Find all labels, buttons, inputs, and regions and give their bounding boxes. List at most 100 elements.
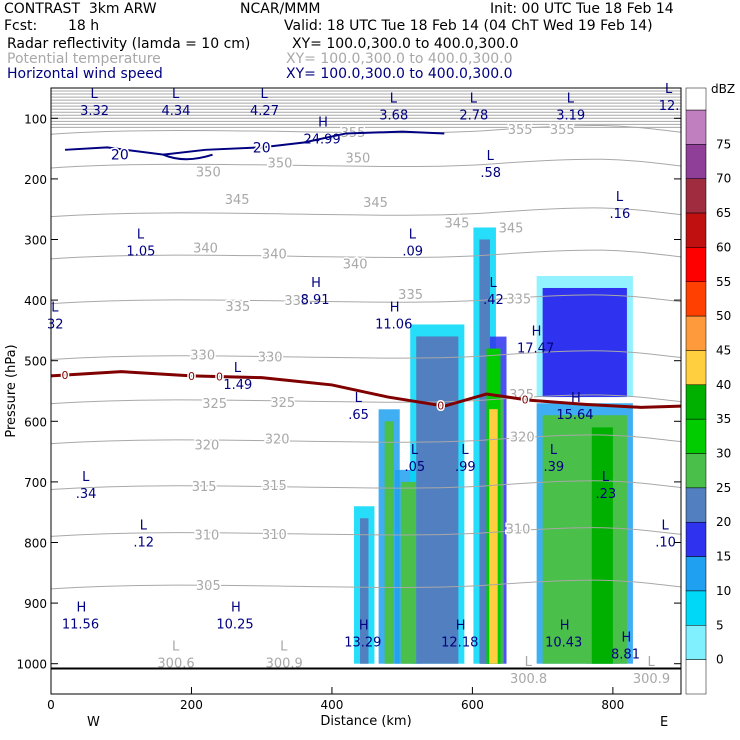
wind-extremum-symbol: L — [261, 87, 269, 102]
theta-contour-label: 310 — [262, 528, 287, 543]
xy-theta: XY= 100.0,300.0 to 400.0,300.0 — [286, 51, 513, 67]
theta-contour-label: 335 — [225, 300, 250, 315]
theta-contour-label: 345 — [225, 193, 250, 208]
wind-extremum-symbol: H — [571, 391, 581, 406]
theta-contour-label: 310 — [195, 529, 220, 544]
wind-extremum-value: .58 — [480, 166, 501, 181]
reflectivity-column — [400, 481, 417, 664]
theta-extremum-value: 300.9 — [633, 672, 670, 687]
wind-extremum-symbol: L — [140, 519, 148, 534]
x-tick-label: 800 — [601, 698, 624, 712]
y-tick-label: 300 — [24, 234, 47, 248]
plot-border — [50, 87, 682, 695]
wind-extremum-value: 17.47 — [517, 342, 554, 357]
colorbar-label: 55 — [716, 275, 731, 289]
theta-contour-label: 325 — [270, 396, 295, 411]
freezing-level-label: 0 — [62, 369, 69, 382]
colorbar-label: 10 — [716, 584, 731, 598]
colorbar-label: 50 — [716, 309, 731, 323]
colorbar-swatch — [685, 281, 707, 317]
wind-extremum-symbol: H — [560, 618, 570, 633]
colorbar-unit: dBZ — [711, 82, 735, 96]
theta-contour-label: 350 — [268, 157, 293, 172]
wind-extremum-symbol: L — [550, 443, 558, 458]
wind-contour-label: 20 — [253, 140, 271, 156]
colorbar-swatch — [685, 487, 707, 523]
wind-extremum-symbol: L — [91, 87, 99, 102]
reflectivity-layer — [354, 227, 633, 664]
colorbar-label: 45 — [716, 343, 731, 357]
wind-contour-20 — [64, 130, 445, 156]
colorbar-swatch — [685, 144, 707, 179]
theta-contour-label: 345 — [363, 196, 388, 211]
colorbar-bottom-cap — [685, 659, 707, 695]
field-reflectivity: Radar reflectivity (lamda = 10 cm) — [7, 36, 251, 52]
colorbar-swatch — [685, 521, 707, 557]
colorbar-label: 75 — [716, 137, 731, 151]
theta-extremum-symbol: L — [172, 640, 180, 655]
theta-extremum-value: 300.8 — [510, 672, 547, 687]
center-name: NCAR/MMM — [240, 1, 321, 17]
colorbar-label: 35 — [716, 412, 731, 426]
wind-extremum-value: .65 — [348, 408, 369, 423]
y-tick-label: 400 — [24, 294, 47, 308]
wind-extremum-value: 10.43 — [545, 635, 582, 650]
wind-extremum-value: 24.99 — [303, 133, 340, 148]
wind-extremum-symbol: L — [567, 91, 575, 106]
theta-contour-label: 355 — [550, 123, 575, 138]
freezing-level-layer: 0 0 0 0 0 — [50, 368, 682, 414]
wind-extremum-symbol: L — [461, 443, 469, 458]
wind-extremum-symbol: L — [602, 470, 610, 485]
wind-extremum-symbol: H — [456, 618, 466, 633]
theta-contour — [50, 527, 682, 537]
theta-contour — [50, 579, 682, 590]
wind-extremum-symbol: L — [616, 190, 624, 205]
colorbar-top-cap — [685, 87, 707, 111]
reflectivity-column — [591, 427, 613, 664]
wind-extremum-value: 3.32 — [80, 104, 109, 119]
wind-extremum-value: .23 — [596, 487, 617, 502]
wind-extremum-value: .99 — [455, 460, 476, 475]
valid-time: Valid: 18 UTC Tue 18 Feb 14 (04 ChT Wed … — [284, 18, 653, 34]
theta-contour — [50, 249, 682, 260]
theta-contour-label: 325 — [202, 397, 227, 412]
colorbar-label: 20 — [716, 515, 731, 529]
wind-extremum-symbol: H — [532, 325, 542, 340]
y-tick-label: 900 — [24, 597, 47, 611]
theta-contour-label: 335 — [506, 292, 531, 307]
wind-extremum-symbol: L — [82, 470, 90, 485]
colorbar-swatch — [685, 315, 707, 351]
field-theta: Potential temperature — [7, 51, 161, 67]
theta-contour-label: 310 — [506, 523, 531, 538]
wind-extremum-value: 13.29 — [344, 635, 381, 650]
wind-extremum-symbol: H — [622, 631, 632, 646]
field-wind: Horizontal wind speed — [7, 66, 163, 82]
theta-extremum-symbol: L — [280, 640, 288, 655]
wind-extremum-symbol: L — [489, 276, 497, 291]
freezing-level-label: 0 — [188, 370, 195, 383]
theta-contour — [50, 158, 682, 169]
x-axis-label: Distance (km) — [320, 714, 411, 729]
wind-extremum-symbol: H — [76, 600, 86, 615]
freezing-level-label: 0 — [216, 371, 223, 384]
colorbar-swatch — [685, 453, 707, 489]
colorbar-swatch — [685, 625, 707, 660]
wind-extremum-value: 3.19 — [556, 108, 585, 123]
wind-extremum-value: .05 — [404, 460, 425, 475]
theta-contour-label: 345 — [499, 221, 524, 236]
reflectivity-column — [489, 409, 498, 664]
wind-extremum-value: 8.81 — [611, 648, 640, 663]
theta-contour-label: 350 — [196, 166, 221, 181]
xy-reflectivity: XY= 100.0,300.0 to 400.0,300.0 — [292, 36, 519, 52]
wind-extremum-value: 15.64 — [556, 408, 593, 423]
freezing-level-line — [50, 370, 682, 409]
colorbar-swatch — [685, 212, 707, 248]
wind-extremum-value: .16 — [610, 207, 631, 222]
wind-extremum-value: .10 — [655, 536, 676, 551]
wind-extremum-symbol: L — [355, 391, 363, 406]
y-tick-label: 100 — [24, 112, 47, 126]
wind-extremum-symbol: L — [172, 87, 180, 102]
wind-extremum-value: 4.34 — [162, 104, 191, 119]
